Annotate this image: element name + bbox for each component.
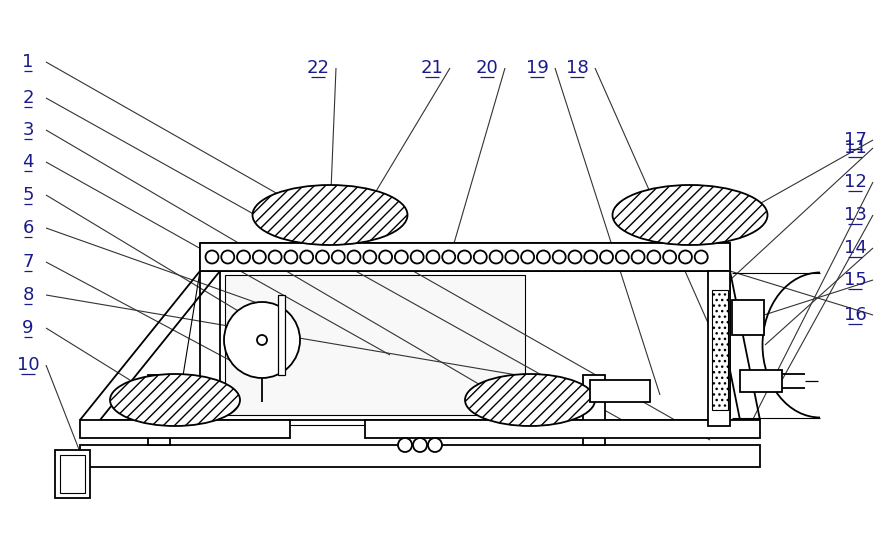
Ellipse shape bbox=[110, 374, 240, 426]
Text: 17: 17 bbox=[844, 131, 867, 149]
Circle shape bbox=[332, 251, 345, 263]
Text: 19: 19 bbox=[526, 59, 549, 77]
Circle shape bbox=[568, 251, 582, 263]
Text: 1: 1 bbox=[22, 53, 34, 71]
Bar bbox=[740, 370, 782, 392]
Text: 18: 18 bbox=[566, 59, 589, 77]
Circle shape bbox=[379, 251, 392, 263]
Circle shape bbox=[428, 438, 442, 452]
Circle shape bbox=[694, 251, 708, 263]
Circle shape bbox=[257, 335, 267, 345]
Bar bbox=[590, 380, 650, 402]
Circle shape bbox=[347, 251, 361, 263]
Bar bbox=[55, 450, 90, 498]
Circle shape bbox=[398, 438, 412, 452]
Circle shape bbox=[316, 251, 329, 263]
Bar bbox=[200, 243, 730, 271]
Text: 15: 15 bbox=[844, 271, 867, 289]
Text: 22: 22 bbox=[306, 59, 329, 77]
Bar bbox=[80, 420, 290, 438]
Circle shape bbox=[300, 251, 313, 263]
Circle shape bbox=[584, 251, 598, 263]
Circle shape bbox=[679, 251, 692, 263]
Circle shape bbox=[505, 251, 519, 263]
Circle shape bbox=[521, 251, 534, 263]
Text: 2: 2 bbox=[22, 89, 34, 107]
Circle shape bbox=[253, 251, 266, 263]
Text: 16: 16 bbox=[844, 306, 867, 324]
Text: 21: 21 bbox=[421, 59, 443, 77]
Circle shape bbox=[442, 251, 456, 263]
Text: 11: 11 bbox=[844, 139, 867, 157]
Text: 8: 8 bbox=[22, 286, 34, 304]
Bar bbox=[708, 271, 730, 426]
Bar bbox=[225, 275, 525, 415]
Bar bbox=[732, 300, 764, 335]
Ellipse shape bbox=[613, 185, 767, 245]
Bar bbox=[80, 445, 760, 467]
Bar bbox=[60, 455, 85, 493]
Text: 9: 9 bbox=[22, 319, 34, 337]
Ellipse shape bbox=[252, 185, 408, 245]
Bar bbox=[583, 375, 605, 445]
Bar bbox=[278, 295, 285, 375]
Ellipse shape bbox=[465, 374, 595, 426]
Text: 20: 20 bbox=[476, 59, 498, 77]
Bar bbox=[712, 290, 728, 410]
Text: 13: 13 bbox=[844, 206, 867, 224]
Circle shape bbox=[489, 251, 503, 263]
Circle shape bbox=[395, 251, 408, 263]
Circle shape bbox=[284, 251, 297, 263]
Circle shape bbox=[221, 251, 234, 263]
Circle shape bbox=[647, 251, 661, 263]
Circle shape bbox=[537, 251, 550, 263]
Circle shape bbox=[663, 251, 676, 263]
Circle shape bbox=[410, 251, 424, 263]
Text: 3: 3 bbox=[22, 121, 34, 139]
Text: 7: 7 bbox=[22, 253, 34, 271]
Text: 10: 10 bbox=[17, 356, 39, 374]
Bar bbox=[148, 375, 170, 445]
Circle shape bbox=[426, 251, 440, 263]
Text: 14: 14 bbox=[844, 239, 867, 257]
Bar bbox=[365, 420, 760, 438]
Circle shape bbox=[615, 251, 629, 263]
Circle shape bbox=[269, 251, 281, 263]
Circle shape bbox=[474, 251, 487, 263]
Circle shape bbox=[205, 251, 218, 263]
Circle shape bbox=[600, 251, 613, 263]
Text: 5: 5 bbox=[22, 186, 34, 204]
Circle shape bbox=[237, 251, 250, 263]
Circle shape bbox=[363, 251, 377, 263]
Text: 12: 12 bbox=[844, 173, 867, 191]
Circle shape bbox=[413, 438, 427, 452]
Text: 6: 6 bbox=[22, 219, 34, 237]
Circle shape bbox=[552, 251, 566, 263]
Text: 4: 4 bbox=[22, 153, 34, 171]
Circle shape bbox=[458, 251, 471, 263]
Circle shape bbox=[224, 302, 300, 378]
Circle shape bbox=[631, 251, 645, 263]
